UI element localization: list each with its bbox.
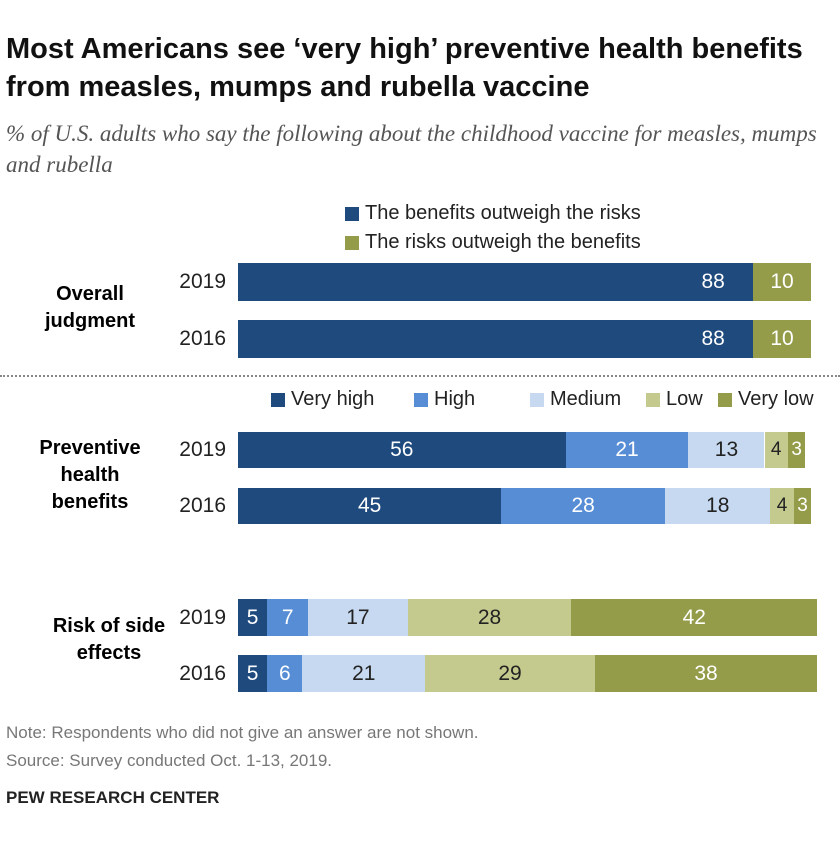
legend-item: The benefits outweigh the risks [345, 202, 641, 225]
bar-segment: 45 [238, 488, 502, 524]
legend-item: Very low [718, 388, 814, 411]
bar-segment: 42 [571, 599, 818, 636]
legend-label: The risks outweigh the benefits [365, 231, 641, 253]
bar-segment: 18 [665, 488, 771, 524]
bar-segment: 38 [594, 655, 818, 692]
legend-item: Low [646, 388, 703, 411]
bar-segment: 21 [302, 655, 426, 692]
bar-segment: 3 [787, 432, 806, 468]
bar-segment: 10 [752, 320, 812, 358]
bar-segment: 5 [238, 655, 268, 692]
bar-segment: 88 [238, 320, 753, 358]
legend-label: Medium [550, 388, 622, 410]
group-label: Overall judgment [45, 283, 135, 332]
year-label: 2019 [179, 270, 226, 293]
legend-swatch [530, 392, 544, 407]
bar-segment: 10 [752, 263, 812, 301]
legend-swatch [414, 392, 428, 407]
year-label: 2016 [179, 494, 226, 517]
bar-segment: 21 [565, 432, 689, 468]
chart-title: Most Americans see ‘very high’ preventiv… [6, 33, 803, 103]
legend-swatch [271, 392, 285, 407]
legend-item: Very high [271, 388, 374, 411]
bar-segment: 17 [308, 599, 408, 636]
bar-segment: 28 [501, 488, 666, 524]
legend-swatch [646, 392, 660, 407]
brand-logo: PEW RESEARCH CENTER [6, 788, 220, 807]
legend-label: Low [666, 388, 703, 410]
bar-segment: 6 [267, 655, 303, 692]
legend-item: High [414, 388, 475, 411]
legend-swatch [345, 235, 359, 250]
source: Source: Survey conducted Oct. 1-13, 2019… [6, 751, 333, 770]
bar-segment: 13 [688, 432, 765, 468]
bar-segment: 7 [267, 599, 309, 636]
bar-segment: 29 [425, 655, 595, 692]
year-label: 2016 [179, 661, 226, 685]
group-label: Preventive health benefits [39, 437, 141, 513]
bar-segment: 4 [764, 432, 788, 468]
bar-segment: 4 [770, 488, 794, 524]
bar-segment: 3 [793, 488, 812, 524]
legend-item: The risks outweigh the benefits [345, 231, 641, 254]
bar-segment: 5 [238, 599, 268, 636]
group-label: Risk of side effects [52, 615, 166, 664]
year-label: 2019 [179, 438, 226, 461]
legend-item: Medium [530, 388, 621, 411]
bar-segment: 56 [238, 432, 566, 468]
year-label: 2019 [179, 605, 226, 629]
legend-label: Very low [738, 388, 814, 410]
year-label: 2016 [179, 327, 226, 350]
chart-subtitle: % of U.S. adults who say the following a… [6, 121, 817, 177]
note: Note: Respondents who did not give an an… [6, 723, 479, 742]
legend-label: The benefits outweigh the risks [365, 202, 641, 224]
legend-label: High [434, 388, 476, 410]
legend-label: Very high [291, 388, 375, 410]
bar-segment: 88 [238, 263, 753, 301]
legend-swatch [718, 392, 732, 407]
divider [0, 375, 840, 377]
legend-swatch [345, 206, 359, 221]
bar-segment: 28 [407, 599, 572, 636]
